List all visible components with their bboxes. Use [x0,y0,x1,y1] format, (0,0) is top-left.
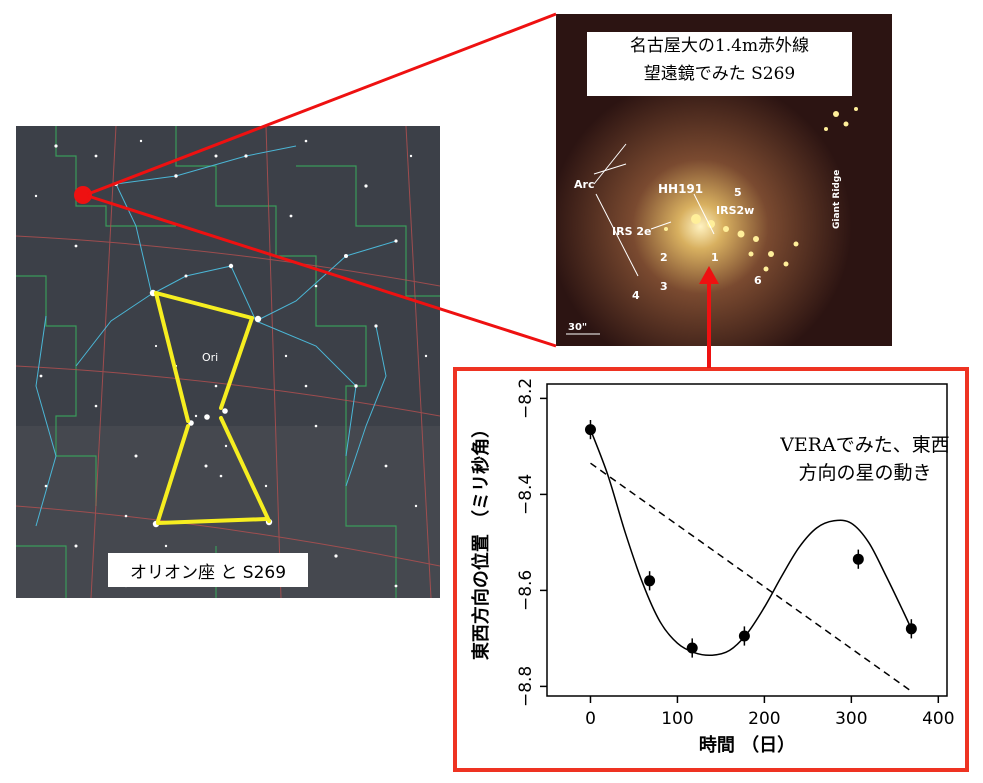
hh191-label: HH191 [658,182,703,196]
arc-label: Arc [574,178,594,191]
x-tick-label: 200 [748,709,780,729]
n5-label: 5 [734,186,742,199]
y-tick-label: −8.4 [516,474,536,515]
star-map-graphic: Ori [16,126,440,598]
data-point [686,642,698,654]
s269-marker [74,186,92,204]
data-point [738,630,750,642]
y-tick-label: −8.6 [516,570,536,611]
ori-label: Ori [202,351,218,364]
n2-label: 2 [660,251,668,264]
chart-annotation-line2: 方向の星の動き [798,462,931,484]
position-chart: 0 100 200 300 400 −8.2 −8.4 −8.6 −8.8 VERAでみた、東… [470,378,955,756]
y-axis-label: 東西方向の位置 （ミリ秒角） [470,420,492,660]
y-tick-label: −8.2 [516,378,536,419]
data-point [852,553,864,565]
fit-curve [589,429,912,657]
data-point [644,575,656,587]
plot-area [546,383,948,697]
star-map-caption: オリオン座 と S269 [108,553,308,587]
n6-label: 6 [754,274,762,287]
x-tick-label: 100 [661,709,693,729]
irs2e-label: IRS 2e [612,225,651,238]
ir-image-caption: 名古屋大の1.4m赤外線 望遠鏡でみた S269 [587,32,852,96]
x-tick-label: 400 [922,709,954,729]
n1-label: 1 [711,251,719,264]
x-tick-label: 300 [835,709,867,729]
data-point [584,424,596,436]
y-tick-label: −8.8 [516,666,536,707]
data-point [905,623,917,635]
trend-line [590,462,912,692]
scale-label: 30" [568,322,587,333]
chart-annotation-line1: VERAでみた、東西 [779,434,950,456]
n4-label: 4 [632,289,640,302]
ir-caption-line2: 望遠鏡でみた S269 [643,64,796,84]
x-tick-label: 0 [585,709,596,729]
n3-label: 3 [660,280,668,293]
giant-ridge-label: Giant Ridge [832,170,842,229]
chart-panel: 0 100 200 300 400 −8.2 −8.4 −8.6 −8.8 VERAでみた、東… [453,367,969,772]
ir-caption-line1: 名古屋大の1.4m赤外線 [629,36,810,56]
irs2w-label: IRS2w [716,204,754,217]
orion-star-map: Ori [16,126,440,598]
star-map-caption-text: オリオン座 と S269 [129,562,287,583]
x-axis-label: 時間 （日） [699,735,795,756]
